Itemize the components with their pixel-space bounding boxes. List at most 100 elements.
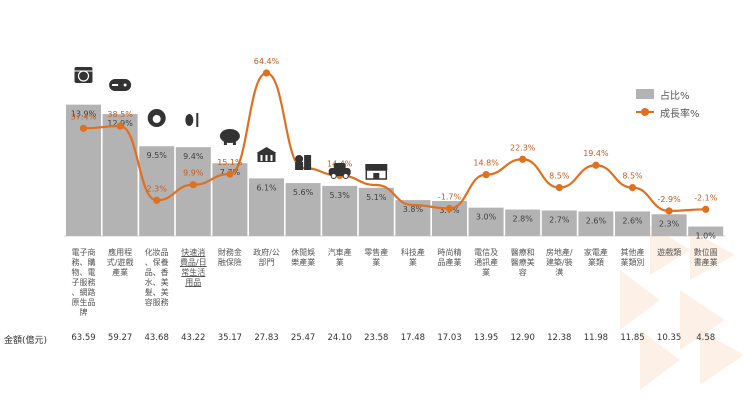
bar [175, 147, 211, 236]
bar [468, 207, 504, 236]
amount-value: 12.38 [547, 333, 572, 343]
legend-bar-swatch [636, 89, 654, 99]
category-label-line: 原生品 [71, 298, 96, 307]
amount-value: 35.17 [217, 333, 243, 343]
category-label-line: 潢 [555, 268, 564, 277]
growth-value-label: 8.5% [549, 172, 570, 181]
growth-point [482, 171, 490, 179]
growth-value-label: 64.4% [254, 57, 280, 66]
bar [688, 226, 724, 236]
growth-value-label: 19.4% [583, 149, 609, 158]
legend-line-swatch [636, 108, 654, 116]
growth-point [445, 204, 454, 213]
category-label: 休閒娛 樂產業 [285, 248, 321, 268]
category-label-line: 、網路 [71, 288, 96, 297]
amount-value: 27.83 [254, 333, 279, 343]
growth-point [189, 181, 197, 189]
category-label-line: 家電產 [583, 248, 608, 257]
bar-value-label: 2.8% [513, 215, 534, 224]
category-label-line: 務、購 [71, 258, 96, 267]
category-label-line: 用品 [185, 278, 202, 287]
category-label-line: 通訊產 [474, 258, 499, 267]
category-label: 應用程 式/遊戲 產業 [102, 248, 138, 278]
category-label-line: 品產業 [437, 258, 462, 267]
category-label-line: 汽車產 [327, 248, 352, 257]
category-label-line: 遊戲類 [657, 248, 682, 257]
amount-value: 63.59 [71, 333, 96, 343]
bar-value-label: 3.8% [403, 205, 424, 214]
legend-line-label: 成長率% [660, 108, 700, 120]
growth-line [83, 71, 706, 213]
bar-value-label: 1.0% [696, 232, 717, 241]
category-label-line: 零售產 [364, 248, 389, 257]
growth-point [555, 183, 563, 192]
decor-triangle [650, 225, 690, 275]
category-label-line: 品、香 [144, 268, 169, 277]
category-label-line: 牌 [79, 308, 88, 317]
category-label-line: 時尚精 [437, 248, 462, 257]
category-label-line: 水、美 [144, 278, 169, 287]
category-label-line: 容服務 [144, 298, 169, 307]
decor-triangle [700, 330, 744, 385]
growth-point [519, 155, 527, 163]
store-icon [365, 164, 388, 180]
amount-value: 10.35 [656, 333, 682, 343]
category-label-line: 常生活 [181, 268, 206, 277]
category-label-line: 其他產 [620, 248, 645, 257]
category-label-line: 建築/裝 [545, 258, 573, 267]
category-label-line: 子服務 [71, 278, 96, 287]
category-label: 其他產 業類別 [615, 248, 651, 268]
amount-value: 17.03 [437, 333, 462, 343]
growth-point [116, 122, 124, 130]
legend-bar-label: 占比% [660, 90, 690, 102]
growth-value-label: -2.1% [694, 193, 718, 202]
growth-point [592, 161, 600, 169]
bar-value-label: 3.0% [476, 213, 497, 222]
legend: 占比% 成長率% [636, 85, 726, 121]
category-label-line: 業類別 [620, 258, 645, 267]
category-label-line: 化妝品 [144, 248, 169, 257]
category-label: 政府/公 部門 [249, 248, 285, 268]
household-icon [185, 113, 199, 127]
amount-value: 43.68 [144, 333, 169, 343]
amount-title: 金額(億元) [4, 336, 48, 346]
bar [66, 104, 101, 237]
category-label-line: 融保險 [217, 258, 242, 267]
category-label-line: 業類 [587, 258, 604, 267]
category-label: 醫療和 醫療美容 [505, 248, 541, 278]
amount-value: 13.95 [473, 333, 499, 343]
category-label: 化妝品 、保養 品、香 水、美 髮、美 容服務 [139, 248, 175, 308]
leisure-icon [295, 155, 312, 170]
category-label-line: 財務金 [217, 248, 242, 257]
category-label-line: 部門 [258, 258, 275, 267]
category-label: 時尚精 品產業 [432, 248, 468, 268]
category-label-line: 、保養 [144, 258, 169, 267]
bar-value-label: 5.3% [330, 191, 351, 200]
amount-value: 11.98 [583, 333, 609, 343]
category-label-line: 業 [335, 258, 344, 267]
bar [505, 209, 541, 236]
category-label-line: 容 [518, 268, 527, 277]
category-label-line: 應用程 [108, 248, 133, 257]
bar [249, 178, 284, 236]
category-label: 數位圖 書產業 [688, 248, 724, 268]
bar-value-label: 9.4% [183, 152, 204, 161]
growth-point [628, 183, 637, 192]
category-label-line: 電子商 [71, 248, 96, 257]
government-icon [256, 147, 277, 162]
bar [139, 146, 175, 236]
amount-value: 23.58 [364, 333, 389, 343]
category-label: 遊戲類 [651, 248, 687, 258]
cosmetics-icon [147, 109, 166, 127]
amount-value: 17.48 [400, 333, 426, 343]
bar [358, 187, 394, 236]
bar-value-label: 2.6% [622, 216, 643, 225]
bar [322, 185, 358, 236]
category-label: 汽車產業 [322, 248, 358, 268]
amount-value: 24.10 [327, 333, 352, 343]
bar [285, 183, 321, 236]
category-label-line: 樂產業 [291, 258, 316, 267]
category-label-line: 電信及 [474, 248, 499, 257]
category-label: 電信及 通訊產業 [468, 248, 504, 278]
